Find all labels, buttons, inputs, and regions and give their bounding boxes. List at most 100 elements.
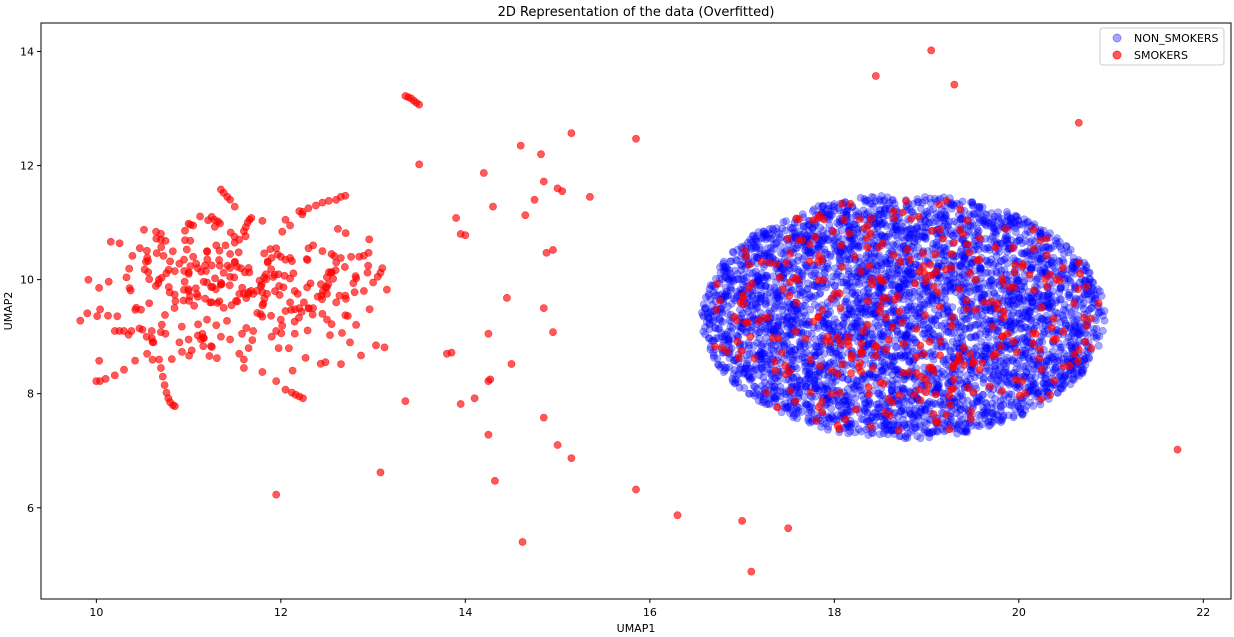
data-point-non-smoker [846, 423, 855, 431]
data-point-non-smoker [795, 227, 804, 235]
data-point-smoker [1035, 354, 1044, 363]
data-point-non-smoker [834, 402, 843, 411]
data-point-non-smoker [726, 322, 735, 331]
data-point-non-smoker [949, 328, 958, 337]
y-tick-label: 14 [20, 46, 34, 59]
data-point-smoker [925, 363, 934, 372]
data-point-non-smoker [722, 364, 731, 372]
data-point-non-smoker [1039, 226, 1048, 235]
data-point-non-smoker [883, 201, 891, 210]
data-point-smoker [947, 385, 956, 394]
data-point-smoker [999, 307, 1008, 316]
data-point-non-smoker [773, 392, 781, 401]
data-point-non-smoker [999, 411, 1008, 420]
data-point-smoker [184, 287, 193, 295]
data-point-non-smoker [1022, 323, 1030, 332]
data-point-smoker [899, 340, 908, 348]
data-point-smoker [1081, 337, 1090, 346]
data-point-smoker [363, 268, 372, 277]
data-point-smoker [855, 215, 864, 223]
data-point-smoker [226, 272, 234, 281]
data-point-non-smoker [952, 218, 961, 227]
data-point-smoker [276, 315, 285, 324]
data-point-non-smoker [908, 413, 917, 422]
data-point-non-smoker [905, 225, 913, 234]
data-point-smoker [845, 229, 854, 238]
data-point-smoker [998, 278, 1007, 287]
data-point-non-smoker [920, 418, 929, 427]
data-point-non-smoker [767, 345, 776, 353]
data-point-non-smoker [724, 328, 732, 336]
data-point-smoker [865, 262, 874, 271]
data-point-non-smoker [969, 221, 977, 230]
data-point-non-smoker [1053, 388, 1062, 397]
data-point-smoker [321, 358, 330, 367]
data-point-smoker [275, 282, 283, 290]
data-point-non-smoker [1011, 224, 1020, 232]
data-point-non-smoker [929, 205, 937, 214]
data-point-non-smoker [779, 218, 788, 226]
data-point-smoker [926, 260, 935, 269]
data-point-smoker [840, 215, 849, 224]
data-point-non-smoker [1064, 333, 1073, 341]
data-point-non-smoker [1007, 398, 1016, 407]
data-point-non-smoker [839, 319, 848, 328]
data-point-smoker [147, 327, 156, 335]
data-point-smoker [304, 304, 313, 312]
data-point-non-smoker [978, 311, 987, 319]
data-point-smoker [987, 297, 996, 306]
data-point-smoker [806, 240, 814, 248]
data-point-smoker [975, 366, 984, 374]
data-point-smoker [928, 226, 936, 235]
data-point-smoker [364, 261, 373, 270]
data-point-non-smoker [1023, 218, 1031, 227]
data-point-smoker [838, 262, 847, 271]
data-point-non-smoker [845, 304, 854, 312]
data-point-non-smoker [978, 203, 987, 212]
data-point-smoker [876, 276, 885, 285]
data-point-non-smoker [1071, 324, 1080, 333]
data-point-non-smoker [714, 360, 722, 369]
data-point-non-smoker [791, 307, 799, 316]
data-point-smoker [1087, 314, 1095, 323]
data-point-non-smoker [767, 325, 776, 334]
data-point-non-smoker [866, 199, 875, 208]
data-point-non-smoker [783, 314, 791, 323]
data-point-smoker [852, 405, 860, 414]
data-point-smoker [750, 354, 759, 363]
data-point-non-smoker [721, 330, 729, 339]
data-point-non-smoker [870, 416, 878, 425]
data-point-non-smoker [876, 205, 885, 214]
data-point-non-smoker [923, 296, 932, 305]
data-point-smoker [225, 281, 234, 290]
data-point-smoker [939, 234, 947, 243]
data-point-smoker [1037, 365, 1046, 373]
data-point-non-smoker [786, 266, 794, 275]
data-point-non-smoker [835, 351, 844, 360]
x-tick-label: 16 [643, 606, 657, 619]
data-point-smoker [170, 402, 179, 411]
data-point-non-smoker [792, 373, 801, 381]
data-point-non-smoker [771, 322, 779, 330]
data-point-smoker [772, 260, 780, 269]
data-point-non-smoker [976, 263, 985, 272]
data-point-non-smoker [1095, 332, 1104, 341]
data-point-non-smoker [914, 412, 922, 421]
data-point-non-smoker [974, 214, 983, 222]
data-point-non-smoker [999, 413, 1007, 421]
data-point-non-smoker [1026, 373, 1034, 382]
data-point-non-smoker [736, 363, 745, 372]
data-point-non-smoker [984, 417, 993, 426]
data-point-smoker [806, 388, 815, 397]
data-point-smoker [336, 254, 345, 262]
data-point-non-smoker [770, 304, 779, 313]
data-point-smoker [962, 296, 971, 305]
data-point-smoker [212, 321, 221, 330]
data-point-smoker [792, 298, 801, 307]
data-point-non-smoker [827, 278, 836, 287]
data-point-non-smoker [765, 225, 774, 233]
data-point-non-smoker [904, 267, 913, 276]
data-point-smoker [1059, 362, 1068, 371]
data-point-non-smoker [750, 252, 759, 261]
data-point-smoker [1059, 327, 1068, 336]
